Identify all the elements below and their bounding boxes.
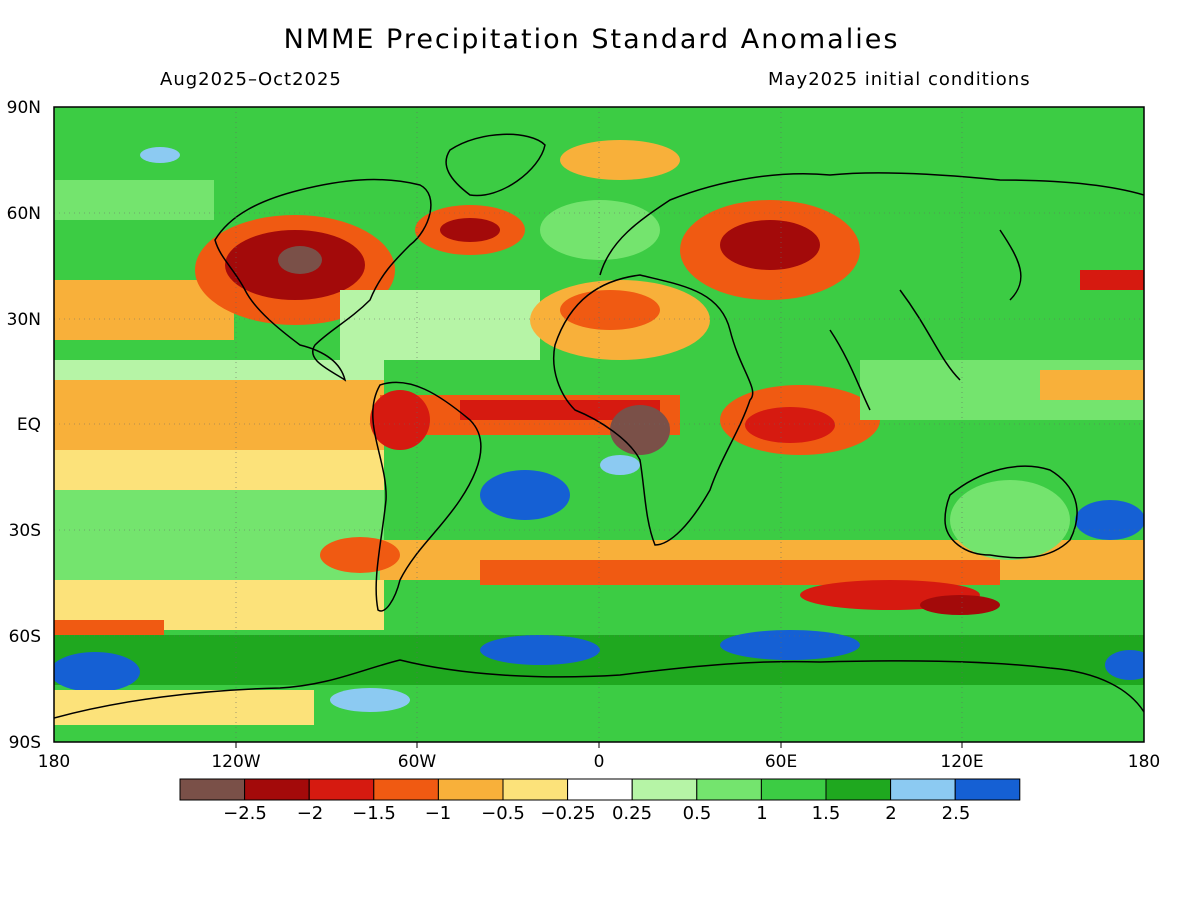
- colorbar-swatch: [825, 778, 892, 801]
- colorbar-swatch: [308, 778, 375, 801]
- coastlines: [54, 133, 1144, 719]
- initial-conditions-label: May2025 initial conditions: [768, 69, 1031, 90]
- colorbar-swatch: [696, 778, 762, 801]
- lat-label: EQ: [17, 415, 41, 435]
- lon-labels: 180 120W 60W 0 60E 120E 180: [38, 752, 1160, 772]
- colorbar-swatch: [631, 778, 698, 801]
- lat-label: 30S: [9, 521, 41, 541]
- colorbar-swatch: [954, 778, 1021, 801]
- lat-label: 30N: [7, 310, 41, 330]
- lat-label: 60N: [7, 204, 41, 224]
- lon-label: 120E: [940, 752, 983, 772]
- lon-label: 0: [594, 752, 605, 772]
- lon-label: 60E: [765, 752, 797, 772]
- lat-label: 90N: [7, 98, 41, 118]
- colorbar-label: 0.5: [683, 803, 712, 824]
- colorbar-label: −0.25: [540, 803, 595, 824]
- colorbar-swatch: [244, 778, 310, 801]
- colorbar-label: 1.5: [812, 803, 841, 824]
- colorbar-swatch: [502, 778, 569, 801]
- tick-marks: [235, 742, 963, 748]
- colorbar-swatch: [760, 778, 827, 801]
- lon-label: 180: [1128, 752, 1160, 772]
- colorbar: [179, 778, 1021, 801]
- lon-label: 180: [38, 752, 70, 772]
- colorbar-label: −1: [425, 803, 452, 824]
- colorbar-label: 0.25: [612, 803, 652, 824]
- lat-label: 90S: [9, 733, 41, 753]
- colorbar-label: −1.5: [352, 803, 396, 824]
- colorbar-swatch: [567, 778, 633, 801]
- map-title: NMME Precipitation Standard Anomalies: [283, 24, 900, 55]
- colorbar-swatch: [890, 778, 956, 801]
- colorbar-label: −2: [297, 803, 324, 824]
- lat-labels: 90N 60N 30N EQ 30S 60S 90S: [7, 98, 41, 753]
- colorbar-labels: −2.5 −2 −1.5 −1 −0.5 −0.25 0.25 0.5 1 1.…: [223, 803, 970, 824]
- lon-label: 60W: [398, 752, 437, 772]
- colorbar-label: 1: [756, 803, 767, 824]
- colorbar-swatch: [373, 778, 439, 801]
- colorbar-swatch: [179, 778, 246, 801]
- lat-label: 60S: [9, 627, 41, 647]
- graticule: [54, 107, 1144, 742]
- colorbar-swatch: [437, 778, 504, 801]
- forecast-period: Aug2025–Oct2025: [160, 69, 342, 90]
- colorbar-label: 2.5: [942, 803, 971, 824]
- colorbar-label: 2: [885, 803, 896, 824]
- lon-label: 120W: [211, 752, 260, 772]
- anomaly-field: [54, 107, 1144, 742]
- colorbar-label: −0.5: [481, 803, 525, 824]
- colorbar-label: −2.5: [223, 803, 267, 824]
